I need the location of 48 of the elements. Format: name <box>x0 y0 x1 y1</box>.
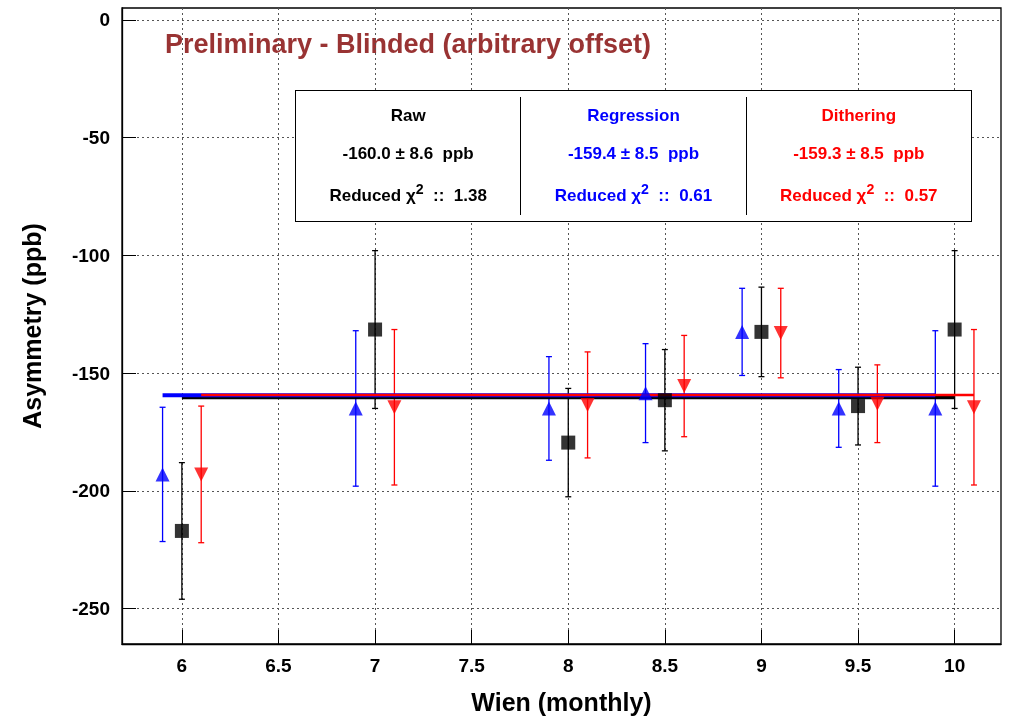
x-tick-label: 9 <box>756 655 767 676</box>
x-tick-label: 7.5 <box>458 655 486 676</box>
x-tick-label: 6.5 <box>265 655 293 676</box>
y-tick-label: -200 <box>71 480 110 502</box>
point <box>754 324 769 339</box>
x-tick-label: 6 <box>176 655 188 676</box>
point <box>831 401 846 416</box>
x-tick-label: 10 <box>944 655 966 676</box>
x-tick-label: 8 <box>562 655 574 676</box>
annotation: Reduced χ$^{2}$ :: 0.57 <box>780 181 938 207</box>
y-tick-label: -150 <box>71 362 110 384</box>
y-tick-label: -50 <box>82 127 110 149</box>
y-tick-label: 0 <box>99 9 110 31</box>
point <box>870 396 885 411</box>
annotation: -159.4 ± 8.5 ppb <box>567 143 700 164</box>
point <box>194 467 209 482</box>
point <box>851 399 866 414</box>
annotation: Reduced χ$^{2}$ :: 0.61 <box>554 181 713 207</box>
point <box>174 523 189 538</box>
text: Dithering <box>821 105 897 125</box>
point <box>387 400 402 415</box>
text: Regression <box>587 105 680 125</box>
y-tick-label: -250 <box>71 598 110 620</box>
annotation: -160.0 ± 8.6 ppb <box>342 143 474 164</box>
point <box>368 322 383 337</box>
point <box>928 401 943 416</box>
point <box>348 401 363 416</box>
point <box>773 326 788 341</box>
text: Preliminary - Blinded (arbitrary offset) <box>165 28 652 59</box>
x-tick-label: 8.5 <box>651 655 679 676</box>
point <box>638 386 653 401</box>
point <box>677 379 692 394</box>
x-tick-label: 7 <box>369 655 381 676</box>
point <box>657 393 672 408</box>
point <box>541 401 556 416</box>
point <box>561 435 576 450</box>
point <box>966 400 981 415</box>
text: Raw <box>390 105 426 125</box>
point <box>947 322 962 337</box>
point <box>735 324 750 339</box>
x-tick-label: 9.5 <box>844 655 872 676</box>
point <box>155 467 170 482</box>
point <box>580 397 595 412</box>
x-axis-title: Wien (monthly) <box>471 687 652 716</box>
annotation: Reduced χ$^{2}$ :: 1.38 <box>329 181 487 207</box>
annotation: -159.3 ± 8.5 ppb <box>793 143 925 164</box>
y-axis-title: Asymmetry (ppb) <box>17 223 46 429</box>
y-tick-label: -100 <box>71 244 110 266</box>
